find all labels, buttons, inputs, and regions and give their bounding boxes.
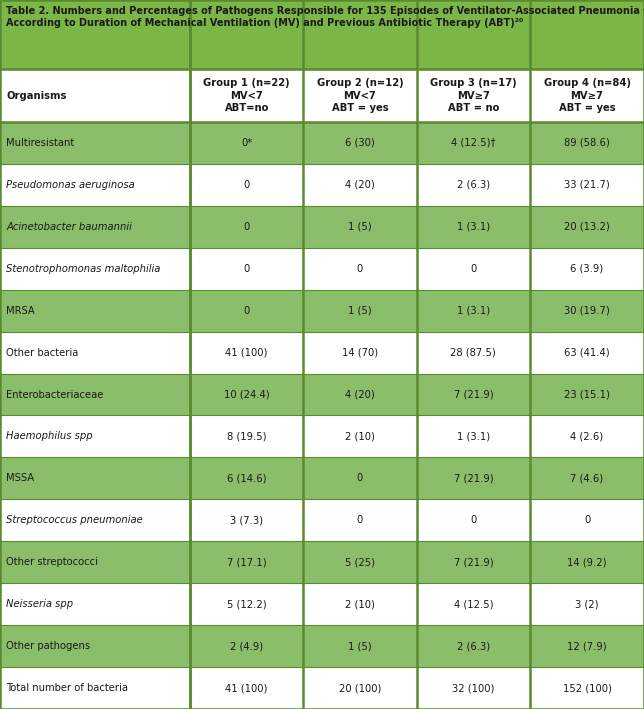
Text: 0: 0 bbox=[243, 306, 250, 316]
Text: 152 (100): 152 (100) bbox=[563, 683, 611, 693]
Text: 0: 0 bbox=[470, 515, 477, 525]
Bar bbox=[0, 69, 644, 122]
Text: 7 (21.9): 7 (21.9) bbox=[453, 557, 493, 567]
Text: 41 (100): 41 (100) bbox=[225, 683, 268, 693]
Text: 0: 0 bbox=[357, 264, 363, 274]
Text: 32 (100): 32 (100) bbox=[452, 683, 495, 693]
Text: 0*: 0* bbox=[241, 138, 252, 148]
Text: 8 (19.5): 8 (19.5) bbox=[227, 432, 267, 442]
Bar bbox=[0, 457, 644, 499]
Text: 2 (10): 2 (10) bbox=[345, 432, 375, 442]
Text: 6 (30): 6 (30) bbox=[345, 138, 375, 148]
Text: 1 (3.1): 1 (3.1) bbox=[457, 306, 490, 316]
Text: 0: 0 bbox=[243, 180, 250, 190]
Text: Other streptococci: Other streptococci bbox=[6, 557, 99, 567]
Bar bbox=[0, 164, 644, 206]
Text: 12 (7.9): 12 (7.9) bbox=[567, 641, 607, 651]
Bar bbox=[0, 541, 644, 584]
Bar bbox=[0, 625, 644, 667]
Text: MSSA: MSSA bbox=[6, 474, 35, 484]
Text: 20 (13.2): 20 (13.2) bbox=[564, 222, 610, 232]
Text: Stenotrophomonas maltophilia: Stenotrophomonas maltophilia bbox=[6, 264, 161, 274]
Text: 30 (19.7): 30 (19.7) bbox=[564, 306, 610, 316]
Text: Group 2 (n=12)
MV<7
ABT = yes: Group 2 (n=12) MV<7 ABT = yes bbox=[317, 78, 403, 113]
Text: Acinetobacter baumannii: Acinetobacter baumannii bbox=[6, 222, 132, 232]
Text: Pseudomonas aeruginosa: Pseudomonas aeruginosa bbox=[6, 180, 135, 190]
Text: 3 (2): 3 (2) bbox=[575, 599, 599, 609]
Text: 6 (3.9): 6 (3.9) bbox=[571, 264, 603, 274]
Text: 23 (15.1): 23 (15.1) bbox=[564, 389, 610, 399]
Text: 28 (87.5): 28 (87.5) bbox=[450, 347, 497, 357]
Text: Streptococcus pneumoniae: Streptococcus pneumoniae bbox=[6, 515, 143, 525]
Text: Neisseria spp: Neisseria spp bbox=[6, 599, 73, 609]
Text: 1 (5): 1 (5) bbox=[348, 306, 372, 316]
Text: 4 (20): 4 (20) bbox=[345, 389, 375, 399]
Text: 1 (5): 1 (5) bbox=[348, 222, 372, 232]
Text: 2 (6.3): 2 (6.3) bbox=[457, 641, 490, 651]
Bar bbox=[0, 290, 644, 332]
Text: Multiresistant: Multiresistant bbox=[6, 138, 75, 148]
Bar bbox=[0, 415, 644, 457]
Text: 1 (3.1): 1 (3.1) bbox=[457, 222, 490, 232]
Text: 0: 0 bbox=[357, 474, 363, 484]
Text: 7 (21.9): 7 (21.9) bbox=[453, 389, 493, 399]
Text: 2 (4.9): 2 (4.9) bbox=[230, 641, 263, 651]
Text: 4 (12.5)†: 4 (12.5)† bbox=[451, 138, 496, 148]
Text: Group 4 (n=84)
MV≥7
ABT = yes: Group 4 (n=84) MV≥7 ABT = yes bbox=[544, 78, 630, 113]
Text: 4 (12.5): 4 (12.5) bbox=[453, 599, 493, 609]
Bar bbox=[0, 332, 644, 374]
Text: Organisms: Organisms bbox=[6, 91, 67, 101]
Text: 4 (20): 4 (20) bbox=[345, 180, 375, 190]
Text: 5 (25): 5 (25) bbox=[345, 557, 375, 567]
Text: 0: 0 bbox=[243, 222, 250, 232]
Text: 14 (9.2): 14 (9.2) bbox=[567, 557, 607, 567]
Text: 0: 0 bbox=[243, 264, 250, 274]
Text: 1 (3.1): 1 (3.1) bbox=[457, 432, 490, 442]
Text: Haemophilus spp: Haemophilus spp bbox=[6, 432, 93, 442]
Text: Other bacteria: Other bacteria bbox=[6, 347, 79, 357]
Text: 41 (100): 41 (100) bbox=[225, 347, 268, 357]
Text: 3 (7.3): 3 (7.3) bbox=[230, 515, 263, 525]
Text: 7 (4.6): 7 (4.6) bbox=[571, 474, 603, 484]
Text: Table 2. Numbers and Percentages of Pathogens Responsible for 135 Episodes of Ve: Table 2. Numbers and Percentages of Path… bbox=[6, 6, 644, 28]
Text: 6 (14.6): 6 (14.6) bbox=[227, 474, 267, 484]
Bar bbox=[0, 247, 644, 290]
Text: Total number of bacteria: Total number of bacteria bbox=[6, 683, 128, 693]
Text: 1 (5): 1 (5) bbox=[348, 641, 372, 651]
Text: 0: 0 bbox=[357, 515, 363, 525]
Text: 7 (17.1): 7 (17.1) bbox=[227, 557, 267, 567]
Bar bbox=[0, 667, 644, 709]
Text: 5 (12.2): 5 (12.2) bbox=[227, 599, 267, 609]
Text: 7 (21.9): 7 (21.9) bbox=[453, 474, 493, 484]
Text: 2 (6.3): 2 (6.3) bbox=[457, 180, 490, 190]
Bar bbox=[0, 0, 644, 69]
Text: 33 (21.7): 33 (21.7) bbox=[564, 180, 610, 190]
Bar bbox=[0, 584, 644, 625]
Text: Group 3 (n=17)
MV≥7
ABT = no: Group 3 (n=17) MV≥7 ABT = no bbox=[430, 78, 516, 113]
Text: 0: 0 bbox=[470, 264, 477, 274]
Bar bbox=[0, 122, 644, 164]
Text: 14 (70): 14 (70) bbox=[342, 347, 378, 357]
Bar bbox=[0, 206, 644, 247]
Text: Other pathogens: Other pathogens bbox=[6, 641, 91, 651]
Text: 4 (2.6): 4 (2.6) bbox=[571, 432, 603, 442]
Text: 2 (10): 2 (10) bbox=[345, 599, 375, 609]
Bar bbox=[0, 499, 644, 541]
Text: 20 (100): 20 (100) bbox=[339, 683, 381, 693]
Text: Enterobacteriaceae: Enterobacteriaceae bbox=[6, 389, 104, 399]
Text: 10 (24.4): 10 (24.4) bbox=[224, 389, 269, 399]
Text: 0: 0 bbox=[584, 515, 590, 525]
Bar bbox=[0, 374, 644, 415]
Text: MRSA: MRSA bbox=[6, 306, 35, 316]
Text: 63 (41.4): 63 (41.4) bbox=[564, 347, 610, 357]
Text: Group 1 (n=22)
MV<7
ABT=no: Group 1 (n=22) MV<7 ABT=no bbox=[204, 78, 290, 113]
Text: 89 (58.6): 89 (58.6) bbox=[564, 138, 610, 148]
